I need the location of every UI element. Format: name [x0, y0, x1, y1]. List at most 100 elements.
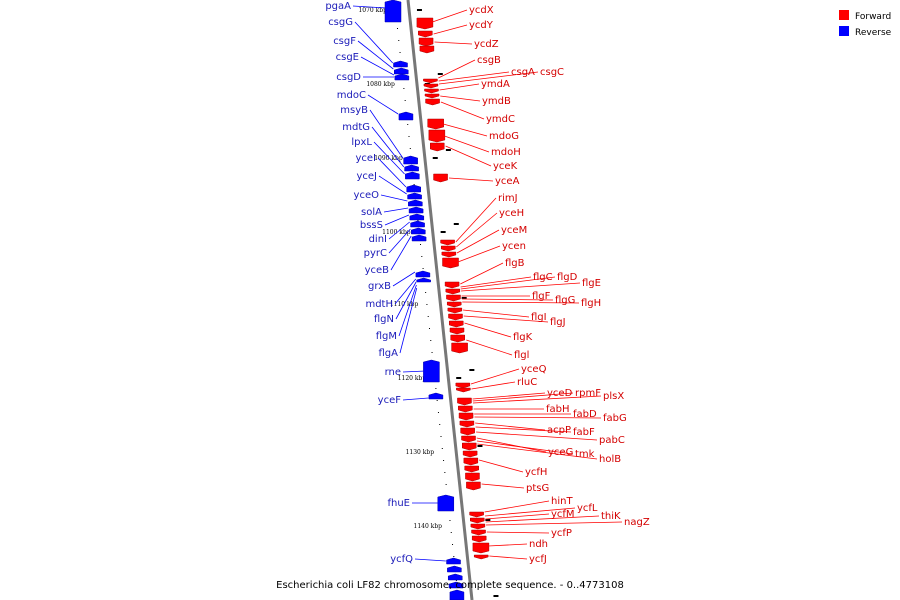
- forward-label-connector: [444, 135, 490, 153]
- reverse-gene-label: csgD: [336, 72, 361, 83]
- forward-gene-label: ycen: [502, 241, 526, 252]
- reverse-gene-label: csgF: [333, 36, 356, 47]
- forward-gene-label: yceH: [499, 208, 524, 219]
- forward-label-connector: [472, 392, 546, 400]
- reverse-gene-block: [384, 0, 402, 23]
- chromosome-axis: [406, 0, 474, 600]
- minor-tick: [450, 532, 452, 533]
- reverse-gene-label: rne: [385, 367, 401, 378]
- reverse-gene-block: [394, 73, 410, 81]
- reverse-label-connector: [414, 558, 446, 562]
- forward-gene-label: csgC: [540, 67, 564, 78]
- minor-tick: [455, 580, 457, 581]
- forward-gene-block: [446, 301, 462, 308]
- scale-label: 1090 kbp: [374, 155, 403, 162]
- forward-gene-label: csgB: [477, 55, 501, 66]
- reverse-label-connector: [402, 370, 426, 373]
- reverse-gene-label: grxB: [368, 281, 391, 292]
- reverse-gene-block: [411, 234, 427, 242]
- forward-gene-label: ycfJ: [529, 554, 547, 565]
- forward-label-connector: [438, 59, 476, 79]
- forward-gene-block: [424, 93, 440, 99]
- reverse-label-connector: [367, 94, 399, 115]
- forward-gene-label: yceK: [493, 161, 518, 172]
- forward-gene-label: acpP: [547, 425, 571, 436]
- reverse-gene-label: yceB: [365, 265, 390, 276]
- forward-gene-label: mdoG: [489, 131, 519, 142]
- reverse-label-connector: [383, 207, 409, 213]
- reverse-gene-label: bssS: [360, 220, 383, 231]
- forward-label-connector: [457, 245, 501, 263]
- reverse-gene-block: [448, 581, 464, 589]
- forward-gene-block: [449, 327, 465, 335]
- minor-tick: [445, 484, 447, 485]
- forward-gene-label: ycfM: [551, 509, 575, 520]
- forward-gene-label: ymdC: [486, 114, 515, 125]
- forward-label-connector: [443, 123, 488, 137]
- forward-gene-label: fabF: [573, 427, 595, 438]
- gene-labels: ycdX ycdY ycdZ csgB csgA csgC ymdA ymdB ymdC mdoG…: [325, 1, 649, 565]
- forward-label-connector: [432, 9, 468, 23]
- forward-gene-block: [462, 450, 478, 458]
- minor-tick: [452, 544, 454, 545]
- forward-gene-block: [419, 45, 435, 54]
- reverse-gene-label: mdtH: [365, 299, 393, 310]
- reverse-gene-label: dinI: [369, 234, 387, 245]
- scale-tick: [469, 369, 475, 371]
- forward-label-connector: [448, 177, 494, 182]
- forward-gene-block: [471, 535, 487, 543]
- reverse-label-connector: [384, 214, 410, 226]
- forward-label-connector: [485, 521, 623, 526]
- reverse-label-connector: [360, 56, 395, 76]
- forward-gene-block: [466, 481, 481, 491]
- minor-tick: [417, 220, 419, 221]
- forward-label-connector: [475, 422, 546, 431]
- reverse-gene-label: mdoC: [337, 90, 366, 101]
- forward-gene-block: [451, 342, 468, 354]
- reverse-gene-label: pgaA: [325, 1, 351, 12]
- forward-gene-label: flgl: [514, 350, 529, 361]
- scale-label: 1120 kbp: [398, 375, 427, 382]
- forward-label-connector: [456, 212, 498, 248]
- reverse-gene-block: [446, 557, 461, 565]
- forward-gene-block: [462, 442, 477, 451]
- forward-label-connector: [481, 483, 525, 489]
- forward-gene-label: ptsG: [526, 483, 549, 494]
- forward-gene-label: flgC: [533, 272, 553, 283]
- forward-label-connector: [440, 101, 485, 120]
- forward-gene-block: [450, 334, 465, 343]
- forward-label-connector: [471, 381, 516, 390]
- minor-tick: [428, 328, 430, 329]
- forward-gene-label: ycdX: [469, 5, 494, 16]
- forward-gene-label: fabG: [603, 413, 627, 424]
- reverse-label-connector: [357, 40, 394, 70]
- reverse-gene-label: solA: [361, 207, 382, 218]
- forward-gene-block: [470, 517, 485, 524]
- scale-label: 1140 kbp: [414, 523, 443, 530]
- forward-label-connector: [476, 437, 547, 453]
- scale-label: 1070 kbp: [358, 7, 387, 14]
- forward-gene-label: ymdB: [482, 96, 511, 107]
- scale-tick: [437, 73, 443, 75]
- forward-label-connector: [460, 276, 556, 290]
- forward-gene-block: [459, 420, 475, 428]
- minor-tick: [436, 400, 438, 401]
- reverse-label-connector: [352, 5, 387, 9]
- forward-label-connector: [484, 500, 550, 513]
- minor-tick: [440, 436, 442, 437]
- reverse-label-connector: [388, 221, 410, 240]
- forward-label-connector: [445, 145, 492, 167]
- forward-label-connector: [460, 276, 532, 288]
- forward-label-connector: [439, 83, 480, 91]
- forward-gene-block: [416, 17, 434, 30]
- reverse-label-connector: [399, 287, 418, 354]
- forward-gene-block: [440, 245, 456, 252]
- minor-tick: [404, 100, 406, 101]
- reverse-gene-label: msyB: [340, 105, 368, 116]
- forward-gene-block: [465, 472, 480, 482]
- forward-gene-block: [445, 288, 461, 295]
- forward-gene-label: tmk: [575, 449, 595, 460]
- scale-tick: [485, 519, 491, 521]
- reverse-gene-label: flgM: [376, 331, 397, 342]
- forward-label-connector: [474, 416, 602, 419]
